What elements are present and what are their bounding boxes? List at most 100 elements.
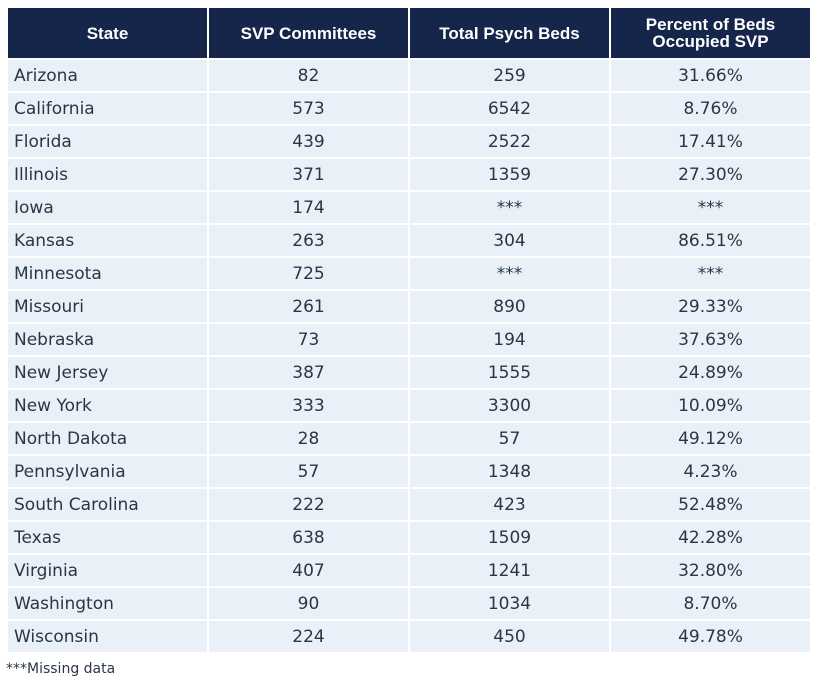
footnote: ***Missing data bbox=[6, 661, 116, 677]
svp-table-container: State SVP Committees Total Psych Beds Pe… bbox=[6, 6, 810, 654]
table-row: Arizona 82 259 31.66% bbox=[8, 60, 810, 91]
table-row: Kansas 263 304 86.51% bbox=[8, 225, 810, 256]
cell-total-psych-beds: 3300 bbox=[410, 390, 609, 421]
table-body: Arizona 82 259 31.66% California 573 6542 8.76%… bbox=[8, 60, 810, 652]
header-state: State bbox=[8, 8, 207, 58]
cell-svp-committees: 439 bbox=[209, 126, 408, 157]
cell-total-psych-beds: 890 bbox=[410, 291, 609, 322]
table-row: Washington 90 1034 8.70% bbox=[8, 588, 810, 619]
cell-percent-occupied: 49.78% bbox=[611, 621, 810, 652]
cell-svp-committees: 90 bbox=[209, 588, 408, 619]
cell-total-psych-beds: 57 bbox=[410, 423, 609, 454]
cell-percent-occupied: *** bbox=[611, 192, 810, 223]
svp-beds-table: State SVP Committees Total Psych Beds Pe… bbox=[6, 6, 812, 654]
cell-svp-committees: 333 bbox=[209, 390, 408, 421]
cell-total-psych-beds: 194 bbox=[410, 324, 609, 355]
cell-percent-occupied: 52.48% bbox=[611, 489, 810, 520]
cell-state: Iowa bbox=[8, 192, 207, 223]
header-percent-occupied: Percent of Beds Occupied SVP bbox=[611, 8, 810, 58]
cell-total-psych-beds: 304 bbox=[410, 225, 609, 256]
cell-percent-occupied: 49.12% bbox=[611, 423, 810, 454]
cell-svp-committees: 573 bbox=[209, 93, 408, 124]
cell-percent-occupied: 8.70% bbox=[611, 588, 810, 619]
cell-state: New York bbox=[8, 390, 207, 421]
cell-total-psych-beds: *** bbox=[410, 192, 609, 223]
cell-svp-committees: 73 bbox=[209, 324, 408, 355]
cell-svp-committees: 387 bbox=[209, 357, 408, 388]
cell-percent-occupied: *** bbox=[611, 258, 810, 289]
cell-total-psych-beds: 1359 bbox=[410, 159, 609, 190]
cell-state: South Carolina bbox=[8, 489, 207, 520]
cell-state: Washington bbox=[8, 588, 207, 619]
table-row: Iowa 174 *** *** bbox=[8, 192, 810, 223]
cell-state: Florida bbox=[8, 126, 207, 157]
cell-total-psych-beds: 450 bbox=[410, 621, 609, 652]
cell-percent-occupied: 8.76% bbox=[611, 93, 810, 124]
cell-svp-committees: 57 bbox=[209, 456, 408, 487]
cell-total-psych-beds: 259 bbox=[410, 60, 609, 91]
table-row: Wisconsin 224 450 49.78% bbox=[8, 621, 810, 652]
cell-svp-committees: 638 bbox=[209, 522, 408, 553]
cell-total-psych-beds: 1555 bbox=[410, 357, 609, 388]
table-header: State SVP Committees Total Psych Beds Pe… bbox=[8, 8, 810, 58]
cell-total-psych-beds: 1509 bbox=[410, 522, 609, 553]
cell-total-psych-beds: 6542 bbox=[410, 93, 609, 124]
cell-state: Minnesota bbox=[8, 258, 207, 289]
cell-state: New Jersey bbox=[8, 357, 207, 388]
cell-svp-committees: 224 bbox=[209, 621, 408, 652]
cell-percent-occupied: 86.51% bbox=[611, 225, 810, 256]
table-row: Nebraska 73 194 37.63% bbox=[8, 324, 810, 355]
cell-state: Illinois bbox=[8, 159, 207, 190]
cell-percent-occupied: 32.80% bbox=[611, 555, 810, 586]
cell-percent-occupied: 10.09% bbox=[611, 390, 810, 421]
cell-percent-occupied: 24.89% bbox=[611, 357, 810, 388]
table-row: Texas 638 1509 42.28% bbox=[8, 522, 810, 553]
cell-svp-committees: 407 bbox=[209, 555, 408, 586]
cell-total-psych-beds: 423 bbox=[410, 489, 609, 520]
table-row: Minnesota 725 *** *** bbox=[8, 258, 810, 289]
table-row: Pennsylvania 57 1348 4.23% bbox=[8, 456, 810, 487]
cell-svp-committees: 263 bbox=[209, 225, 408, 256]
cell-state: North Dakota bbox=[8, 423, 207, 454]
table-row: California 573 6542 8.76% bbox=[8, 93, 810, 124]
cell-state: Texas bbox=[8, 522, 207, 553]
cell-percent-occupied: 27.30% bbox=[611, 159, 810, 190]
cell-percent-occupied: 42.28% bbox=[611, 522, 810, 553]
cell-percent-occupied: 31.66% bbox=[611, 60, 810, 91]
cell-svp-committees: 261 bbox=[209, 291, 408, 322]
table-row: Virginia 407 1241 32.80% bbox=[8, 555, 810, 586]
cell-state: Missouri bbox=[8, 291, 207, 322]
table-row: Illinois 371 1359 27.30% bbox=[8, 159, 810, 190]
cell-percent-occupied: 4.23% bbox=[611, 456, 810, 487]
table-row: New York 333 3300 10.09% bbox=[8, 390, 810, 421]
cell-state: Nebraska bbox=[8, 324, 207, 355]
cell-percent-occupied: 17.41% bbox=[611, 126, 810, 157]
cell-state: Pennsylvania bbox=[8, 456, 207, 487]
cell-total-psych-beds: 2522 bbox=[410, 126, 609, 157]
cell-total-psych-beds: 1348 bbox=[410, 456, 609, 487]
table-row: New Jersey 387 1555 24.89% bbox=[8, 357, 810, 388]
cell-svp-committees: 222 bbox=[209, 489, 408, 520]
cell-svp-committees: 371 bbox=[209, 159, 408, 190]
cell-state: Arizona bbox=[8, 60, 207, 91]
cell-total-psych-beds: 1241 bbox=[410, 555, 609, 586]
header-row: State SVP Committees Total Psych Beds Pe… bbox=[8, 8, 810, 58]
cell-state: Wisconsin bbox=[8, 621, 207, 652]
cell-state: Virginia bbox=[8, 555, 207, 586]
table-row: Missouri 261 890 29.33% bbox=[8, 291, 810, 322]
cell-svp-committees: 174 bbox=[209, 192, 408, 223]
table-row: South Carolina 222 423 52.48% bbox=[8, 489, 810, 520]
cell-svp-committees: 725 bbox=[209, 258, 408, 289]
cell-percent-occupied: 29.33% bbox=[611, 291, 810, 322]
cell-total-psych-beds: *** bbox=[410, 258, 609, 289]
cell-state: California bbox=[8, 93, 207, 124]
header-total-psych-beds: Total Psych Beds bbox=[410, 8, 609, 58]
cell-svp-committees: 28 bbox=[209, 423, 408, 454]
cell-svp-committees: 82 bbox=[209, 60, 408, 91]
cell-state: Kansas bbox=[8, 225, 207, 256]
cell-percent-occupied: 37.63% bbox=[611, 324, 810, 355]
table-row: Florida 439 2522 17.41% bbox=[8, 126, 810, 157]
header-svp-committees: SVP Committees bbox=[209, 8, 408, 58]
table-row: North Dakota 28 57 49.12% bbox=[8, 423, 810, 454]
cell-total-psych-beds: 1034 bbox=[410, 588, 609, 619]
